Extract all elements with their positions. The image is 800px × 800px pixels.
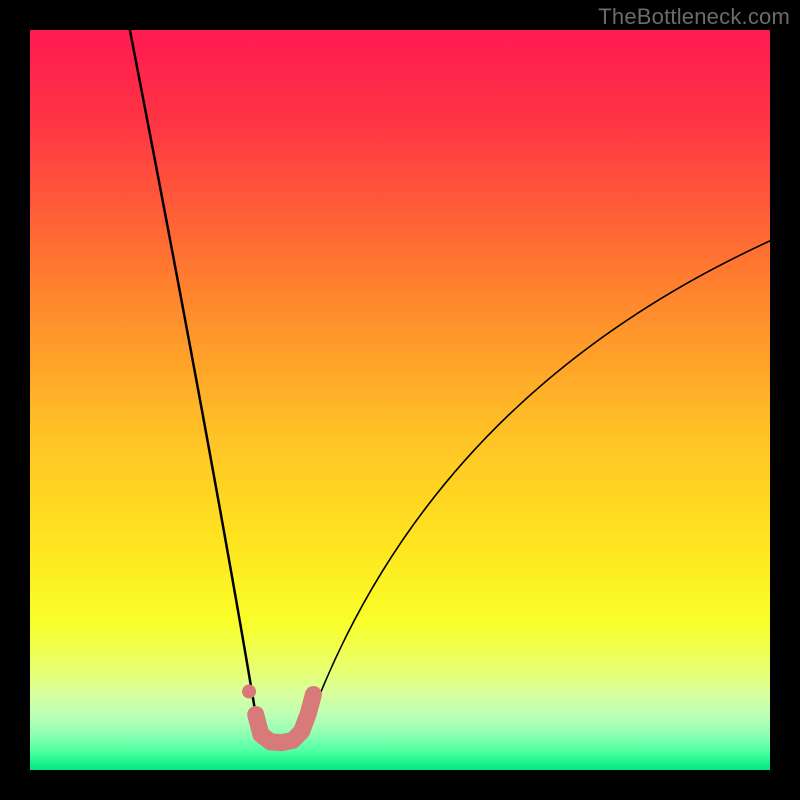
gradient-background: [30, 30, 770, 770]
watermark-text: TheBottleneck.com: [598, 4, 790, 30]
bottleneck-chart: [0, 0, 800, 800]
optimal-range-start-dot: [242, 685, 256, 699]
